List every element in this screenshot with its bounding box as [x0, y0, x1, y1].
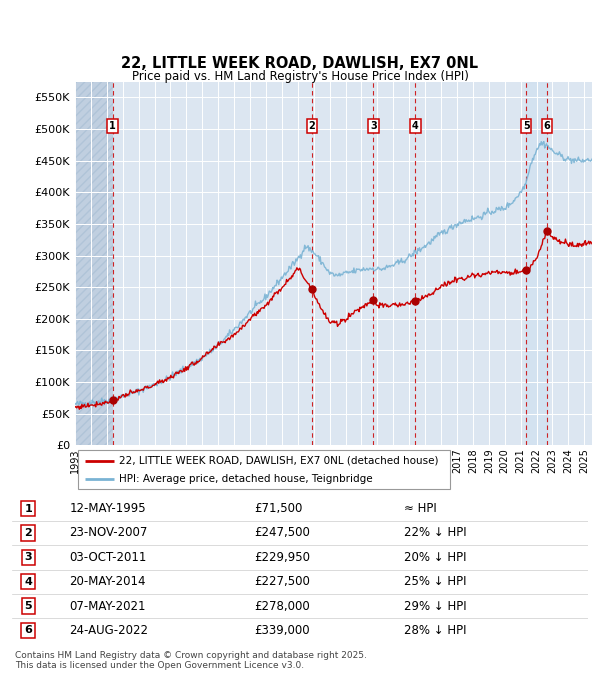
Text: 1: 1 — [109, 121, 116, 131]
Text: HPI: Average price, detached house, Teignbridge: HPI: Average price, detached house, Teig… — [119, 474, 373, 484]
Text: 2: 2 — [24, 528, 32, 538]
Text: £227,500: £227,500 — [254, 575, 310, 588]
Text: 4: 4 — [412, 121, 419, 131]
Text: 12-MAY-1995: 12-MAY-1995 — [70, 502, 146, 515]
Bar — [77, 450, 450, 490]
Text: 22, LITTLE WEEK ROAD, DAWLISH, EX7 0NL: 22, LITTLE WEEK ROAD, DAWLISH, EX7 0NL — [121, 56, 479, 71]
Text: 25% ↓ HPI: 25% ↓ HPI — [404, 575, 466, 588]
Text: 29% ↓ HPI: 29% ↓ HPI — [404, 600, 466, 613]
Text: 6: 6 — [24, 626, 32, 635]
Text: 6: 6 — [544, 121, 550, 131]
Text: This data is licensed under the Open Government Licence v3.0.: This data is licensed under the Open Gov… — [15, 661, 304, 670]
Text: £339,000: £339,000 — [254, 624, 310, 637]
Text: 4: 4 — [24, 577, 32, 587]
Text: £71,500: £71,500 — [254, 502, 302, 515]
Text: 23-NOV-2007: 23-NOV-2007 — [70, 526, 148, 539]
Text: 5: 5 — [25, 601, 32, 611]
Text: 24-AUG-2022: 24-AUG-2022 — [70, 624, 149, 637]
Text: 07-MAY-2021: 07-MAY-2021 — [70, 600, 146, 613]
Text: 3: 3 — [25, 552, 32, 562]
Text: Contains HM Land Registry data © Crown copyright and database right 2025.: Contains HM Land Registry data © Crown c… — [15, 651, 367, 660]
Text: Price paid vs. HM Land Registry's House Price Index (HPI): Price paid vs. HM Land Registry's House … — [131, 70, 469, 83]
Text: 22, LITTLE WEEK ROAD, DAWLISH, EX7 0NL (detached house): 22, LITTLE WEEK ROAD, DAWLISH, EX7 0NL (… — [119, 456, 439, 466]
Text: ≈ HPI: ≈ HPI — [404, 502, 436, 515]
Text: 3: 3 — [370, 121, 377, 131]
Text: £247,500: £247,500 — [254, 526, 310, 539]
Text: 22% ↓ HPI: 22% ↓ HPI — [404, 526, 466, 539]
Text: 2: 2 — [308, 121, 316, 131]
Text: 5: 5 — [523, 121, 530, 131]
Text: 20% ↓ HPI: 20% ↓ HPI — [404, 551, 466, 564]
Text: £229,950: £229,950 — [254, 551, 310, 564]
Bar — [526, 82, 547, 445]
Text: 03-OCT-2011: 03-OCT-2011 — [70, 551, 147, 564]
Text: £278,000: £278,000 — [254, 600, 310, 613]
Text: 28% ↓ HPI: 28% ↓ HPI — [404, 624, 466, 637]
Text: 20-MAY-2014: 20-MAY-2014 — [70, 575, 146, 588]
Text: 1: 1 — [24, 504, 32, 513]
